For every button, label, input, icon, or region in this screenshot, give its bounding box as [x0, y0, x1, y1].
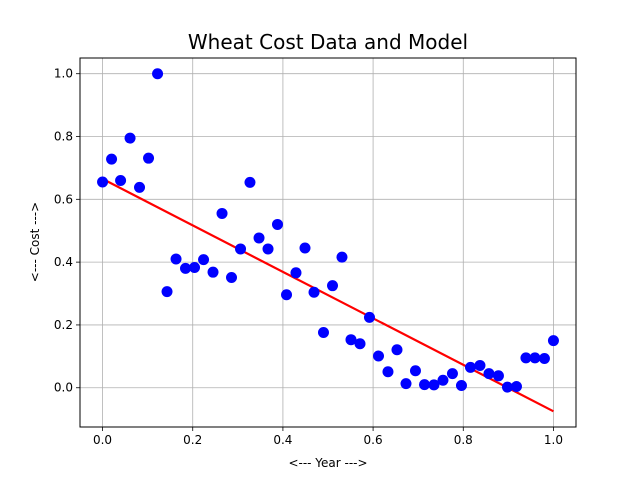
x-axis-label: <--- Year ---> [288, 456, 367, 470]
x-tick-label: 1.0 [544, 433, 563, 447]
data-point [134, 181, 146, 193]
data-point [161, 286, 173, 298]
data-point [510, 380, 522, 392]
y-tick-label: 0.8 [54, 130, 73, 144]
data-point [437, 374, 449, 386]
data-point [253, 232, 265, 244]
y-axis-label: <--- Cost ---> [28, 202, 42, 282]
data-point [226, 272, 238, 284]
data-point [354, 338, 366, 350]
model-line-layer [102, 177, 554, 413]
data-point [216, 207, 228, 219]
data-point [143, 152, 155, 164]
data-point [235, 243, 247, 255]
data-point [382, 366, 394, 378]
x-tick-label: 0.4 [273, 433, 292, 447]
data-point [464, 361, 476, 373]
data-point [262, 243, 274, 255]
data-point [317, 326, 329, 338]
data-point [308, 286, 320, 298]
data-point [409, 365, 421, 377]
data-point [290, 267, 302, 279]
data-points-layer [97, 68, 559, 393]
data-point [373, 350, 385, 362]
data-point [207, 266, 219, 278]
model-line [102, 177, 554, 413]
x-tick-label: 0.6 [364, 433, 383, 447]
x-tick-label: 0.2 [183, 433, 202, 447]
data-point [529, 352, 541, 364]
y-tick-label: 0.2 [54, 318, 73, 332]
data-point [547, 335, 559, 347]
x-tick-label: 0.0 [93, 433, 112, 447]
data-point [336, 251, 348, 263]
data-point [428, 379, 440, 391]
data-point [492, 370, 504, 382]
data-point [455, 380, 467, 392]
data-point [198, 254, 210, 266]
data-point [189, 261, 201, 273]
data-point [152, 68, 164, 80]
y-tick-label: 0.4 [54, 255, 73, 269]
data-point [520, 352, 532, 364]
data-point [124, 132, 136, 144]
ticks: 0.0 0.2 0.4 0.6 0.8 1.0 0.0 0.2 0.4 0.6 0.8 1.0 [54, 67, 563, 447]
data-point [538, 353, 550, 365]
data-point [501, 381, 513, 393]
data-point [483, 368, 495, 380]
plot-frame [79, 57, 577, 428]
data-point [180, 262, 192, 274]
data-point [446, 368, 458, 380]
x-tick-label: 0.8 [454, 433, 473, 447]
chart-title: Wheat Cost Data and Model [188, 30, 468, 54]
data-point [170, 253, 182, 265]
data-point [400, 378, 412, 390]
y-tick-label: 0.6 [54, 192, 73, 206]
y-tick-label: 1.0 [54, 67, 73, 81]
data-point [281, 289, 293, 301]
data-point [391, 344, 403, 356]
data-point [345, 334, 357, 346]
data-point [106, 153, 118, 165]
data-point [327, 280, 339, 292]
data-point [271, 218, 283, 230]
data-point [474, 359, 486, 371]
data-point [97, 176, 109, 188]
data-point [244, 176, 256, 188]
data-point [299, 242, 311, 254]
y-tick-label: 0.0 [54, 381, 73, 395]
data-point [418, 379, 430, 391]
data-point [363, 311, 375, 323]
data-point [115, 174, 127, 186]
